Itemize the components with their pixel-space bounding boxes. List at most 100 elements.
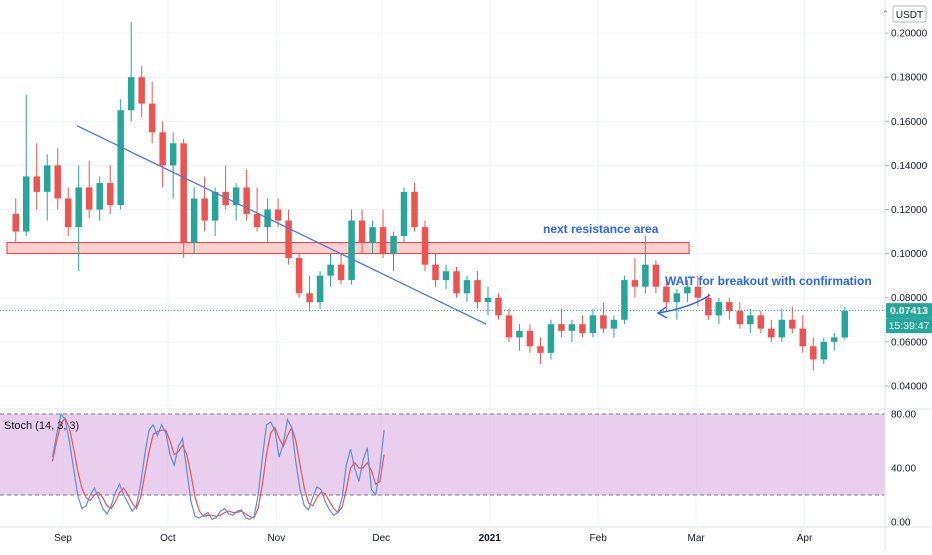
time-axis[interactable]: Sep Oct Nov Dec 2021 Feb Mar Apr [54,533,813,544]
candle-body [232,187,240,206]
candle-body [705,297,712,316]
candle-body [526,330,534,347]
candle-body [726,302,733,311]
stochastic-lines [51,412,385,521]
candle-body [747,315,754,325]
candle-body [211,191,219,221]
time-tick-label: Dec [372,533,390,544]
candle-body [96,183,103,210]
stochastic-tick-label: 80.00 [891,410,916,421]
candle-body [369,227,376,243]
stochastic-legend[interactable]: Stoch (14, 3, 3) [4,420,79,432]
countdown-label: 15:39:47 [889,320,930,332]
candle-body [820,341,828,360]
candle-body [799,328,807,347]
candle-body [684,286,691,294]
resistance-annotation[interactable]: next resistance area [543,222,659,236]
candle-body [558,324,565,331]
candle-body [285,220,292,259]
candle-body [694,286,702,298]
candle-body [600,315,607,329]
candle-body [169,143,177,166]
candle-body [306,293,313,303]
candle-body [621,280,628,320]
price-tick-label: 0.10000 [891,249,928,260]
candle-body [652,264,660,287]
price-tick-label: 0.20000 [891,29,928,40]
candle-body [715,302,723,316]
candle-body [138,77,145,104]
candle-body [663,286,670,303]
candle-body [64,198,72,228]
candle-body [253,213,261,228]
currency-badge[interactable] [892,5,927,23]
price-tick-label: 0.14000 [891,161,928,172]
candle-body [631,280,639,287]
candle-body [358,220,366,243]
price-tick-label: 0.04000 [891,381,928,392]
candle-body [768,328,775,338]
candle-body [810,346,817,360]
stochastic-band [0,414,885,495]
candle-body [547,324,555,353]
stochastic-tick-label: 40.00 [891,464,916,475]
breakout-annotation[interactable]: WAIT for breakout with confirmation [665,274,872,288]
candle-body [411,191,418,228]
candle-body [474,280,481,303]
candle-body [642,264,649,287]
candle-body [589,315,597,334]
stochastic-axis[interactable]: 80.00 40.00 0.00 [891,410,916,529]
candle-body [54,165,61,199]
candle-body [348,220,355,281]
currency-label: USDT [896,10,923,21]
price-tick-label: 0.06000 [891,337,928,348]
candle-body [190,198,198,243]
candle-body [568,324,576,331]
last-price-tag [886,303,932,319]
candle-body [432,264,439,281]
candle-body [327,264,334,276]
candle-body [85,187,93,210]
price-tick-label: 0.16000 [891,117,928,128]
price-tick-label: 0.08000 [891,293,928,304]
candle-body [400,191,408,236]
candle-body [127,77,135,111]
time-tick-label: Mar [687,533,705,544]
candle-body [831,337,838,342]
candle-body [484,297,492,303]
candle-body [579,324,586,334]
candle-body [379,227,387,254]
time-tick-label: Oct [160,533,176,544]
candle-body [537,346,544,353]
collapse-icon[interactable]: ⌃ [881,9,889,19]
candle-body [757,315,765,329]
candle-body [463,280,471,294]
candle-body [43,165,51,192]
stochastic-k-line [51,412,385,521]
resistance-zone-box[interactable] [6,242,690,255]
candle-body [442,271,450,281]
descending-trendline[interactable] [76,125,487,325]
time-tick-label: Sep [54,533,72,544]
last-price-label: 0.07413 [890,305,928,317]
price-axis[interactable]: 0.20000 0.18000 0.16000 0.14000 0.12000 0.100… [885,29,928,393]
candle-body [295,258,303,294]
candle-body [180,143,187,243]
price-tick-label: 0.12000 [891,205,928,216]
candle-body [316,275,324,303]
candle-body [673,293,681,303]
time-tick-label: Nov [267,533,285,544]
arrow-icon [656,294,711,319]
candle-body [22,176,30,232]
candle-body [390,235,397,254]
candle-body [337,264,345,281]
stochastic-d-line [51,416,385,519]
countdown-tag [886,318,932,334]
time-tick-label: Apr [797,533,813,544]
candle-body [778,319,786,338]
candle-body [33,176,40,192]
candle-body [421,227,429,265]
time-tick-label: 2021 [479,533,502,544]
candle-body [789,319,796,329]
